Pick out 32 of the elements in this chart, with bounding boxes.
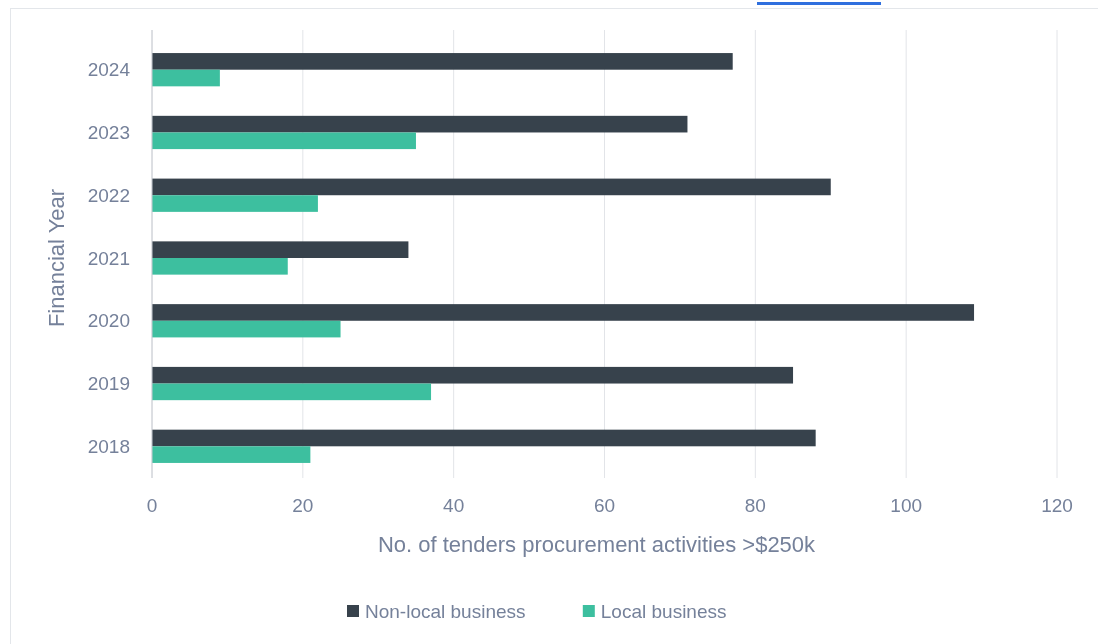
bar [152,132,416,150]
y-tick-label: 2021 [87,247,130,269]
bar [152,304,975,321]
y-axis-title: Financial Year [44,188,69,328]
x-tick-label: 100 [890,495,923,516]
bar [152,429,816,447]
bar [152,366,794,384]
y-tick-label: 2023 [87,122,130,144]
bar [152,53,733,70]
x-tick-label: 20 [292,495,314,516]
legend-label: Local business [600,600,727,622]
y-tick-label: 2022 [87,184,130,206]
y-tick-label: 2024 [87,59,131,81]
x-tick-label: 120 [1041,495,1073,516]
x-axis-title: No. of tenders procurement activities >$250k [377,532,817,557]
y-tick-label: 2019 [87,373,130,395]
bar [152,241,409,258]
x-tick-label: 80 [744,495,766,516]
x-tick-label: 0 [146,495,158,516]
bar [152,115,688,133]
y-tick-label: 2018 [87,435,130,457]
legend-label: Non-local business [365,600,526,622]
bar [152,383,432,401]
bar [152,320,341,338]
x-tick-label: 60 [593,495,616,516]
bar [152,195,318,212]
bar [152,178,831,196]
y-tick-label: 2020 [87,310,130,332]
bar [152,258,288,275]
x-tick-label: 40 [443,495,465,516]
bar [152,69,220,87]
bar [152,446,311,463]
